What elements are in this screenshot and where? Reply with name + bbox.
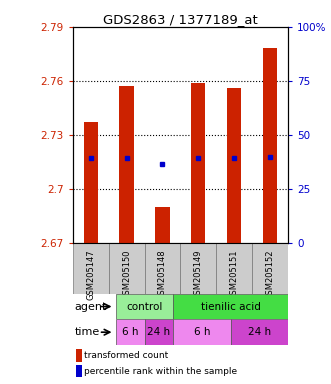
Text: 6 h: 6 h (194, 327, 210, 337)
Text: 24 h: 24 h (248, 327, 271, 337)
Bar (155, 207, 169, 243)
Bar (76, 349, 82, 362)
Bar (216, 243, 252, 294)
Bar (231, 319, 288, 345)
Bar (263, 48, 277, 243)
Text: transformed count: transformed count (84, 351, 168, 360)
Bar (119, 86, 134, 243)
Bar (83, 122, 98, 243)
Text: GSM205150: GSM205150 (122, 249, 131, 300)
Bar (252, 243, 288, 294)
Text: GSM205152: GSM205152 (265, 249, 274, 300)
Bar (109, 243, 145, 294)
Bar (180, 243, 216, 294)
Bar (191, 83, 206, 243)
Text: GSM205149: GSM205149 (194, 249, 203, 300)
Bar (173, 319, 231, 345)
Text: control: control (126, 301, 163, 311)
Text: agent: agent (74, 301, 107, 311)
Bar (227, 88, 241, 243)
Bar (116, 319, 145, 345)
Text: percentile rank within the sample: percentile rank within the sample (84, 366, 237, 376)
Text: GSM205148: GSM205148 (158, 249, 167, 300)
Bar (145, 243, 180, 294)
Text: tienilic acid: tienilic acid (201, 301, 260, 311)
Bar (173, 294, 288, 319)
Title: GDS2863 / 1377189_at: GDS2863 / 1377189_at (103, 13, 258, 26)
Bar (145, 319, 173, 345)
Text: 24 h: 24 h (147, 327, 170, 337)
Text: 6 h: 6 h (122, 327, 138, 337)
Bar (76, 365, 82, 377)
Text: GSM205151: GSM205151 (230, 249, 239, 300)
Text: GSM205147: GSM205147 (86, 249, 95, 300)
Text: time: time (74, 327, 100, 337)
Bar (116, 294, 173, 319)
Bar (73, 243, 109, 294)
